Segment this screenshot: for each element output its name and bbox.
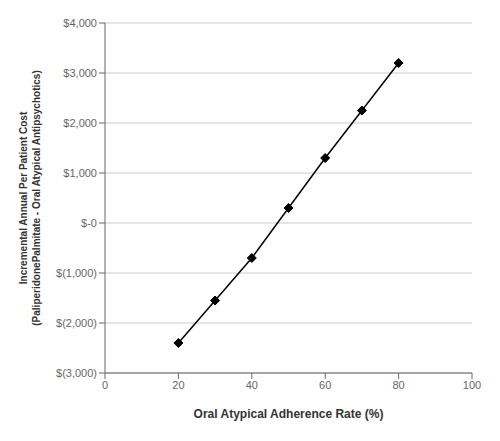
svg-text:$4,000: $4,000 — [63, 17, 97, 29]
svg-text:60: 60 — [319, 379, 331, 391]
svg-text:20: 20 — [172, 379, 184, 391]
svg-text:Incremental Annual Per Patient: Incremental Annual Per Patient Cost(Pali… — [18, 70, 42, 325]
svg-text:$3,000: $3,000 — [63, 67, 97, 79]
svg-text:$1,000: $1,000 — [63, 167, 97, 179]
svg-text:0: 0 — [102, 379, 108, 391]
svg-text:$-0: $-0 — [81, 217, 97, 229]
svg-text:80: 80 — [392, 379, 404, 391]
svg-text:100: 100 — [463, 379, 481, 391]
svg-text:Oral Atypical Adherence Rate (: Oral Atypical Adherence Rate (%) — [194, 407, 384, 421]
svg-text:$(1,000): $(1,000) — [56, 267, 97, 279]
svg-text:$(3,000): $(3,000) — [56, 367, 97, 379]
svg-text:$(2,000): $(2,000) — [56, 317, 97, 329]
svg-text:40: 40 — [246, 379, 258, 391]
svg-text:$2,000: $2,000 — [63, 117, 97, 129]
